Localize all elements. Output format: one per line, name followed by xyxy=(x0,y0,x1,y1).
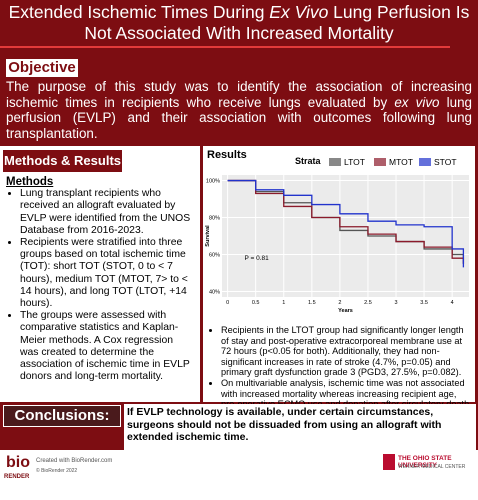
title-part: Lung Perfusion Is Not Associated With In… xyxy=(84,2,470,43)
x-tick-label: 2.5 xyxy=(364,300,372,306)
bullet: Recipients in the LTOT group had signifi… xyxy=(221,325,473,378)
x-tick-label: 3.5 xyxy=(420,300,428,306)
footer-text: Created with BioRender.com xyxy=(36,458,113,464)
footer-text: WEXNER MEDICAL CENTER xyxy=(398,464,466,470)
survival-curve xyxy=(227,179,465,268)
km-chart: 40% 60% 80% 100% 0 0.5 1 1.5 2 2.5 3 3.5 4 Years Survi… xyxy=(205,156,469,314)
logo: bio xyxy=(6,454,30,471)
y-axis-label: Survival xyxy=(205,225,211,247)
x-axis-label: Years xyxy=(338,308,353,314)
results-heading: Results xyxy=(207,149,247,161)
y-tick-label: 100% xyxy=(206,179,220,185)
legend-label: STOT xyxy=(434,157,457,167)
legend-swatch xyxy=(374,158,386,166)
legend-label: MTOT xyxy=(389,157,413,167)
title-part: Extended Ischemic Times During xyxy=(8,2,270,22)
title: Extended Ischemic Times During Ex Vivo L… xyxy=(4,2,474,44)
section-heading: Methods & Results xyxy=(3,150,122,172)
x-tick-label: 1 xyxy=(282,300,285,306)
x-tick-label: 4 xyxy=(451,300,454,306)
osu-logo xyxy=(383,454,395,470)
logo: RENDER xyxy=(4,474,30,480)
legend-swatch xyxy=(329,158,341,166)
bullet: Recipients were stratified into three gr… xyxy=(20,237,194,310)
bullet: Lung transplant recipients who received … xyxy=(20,188,194,237)
objective-text: The purpose of this study was to identif… xyxy=(6,79,472,141)
legend-label: LTOT xyxy=(344,157,365,167)
x-tick-label: 0.5 xyxy=(252,300,260,306)
footer-text: © BioRender 2022 xyxy=(36,468,78,474)
y-tick-label: 60% xyxy=(209,252,220,258)
footer-text: THE OHIO STATE UNIVERSITY xyxy=(398,455,452,469)
methods: Methods Lung transplant recipients who r… xyxy=(6,176,194,383)
bullet: The groups were assessed with comparativ… xyxy=(20,310,194,383)
text-part: The purpose of this study was to identif… xyxy=(6,79,472,110)
text-part: lung perfusion (EVLP) and their associat… xyxy=(6,94,472,141)
x-tick-label: 2 xyxy=(338,300,341,306)
annotation: P = 0.81 xyxy=(244,255,269,262)
y-tick-label: 80% xyxy=(209,216,220,222)
methods-panel xyxy=(0,146,200,402)
methods-list: Lung transplant recipients who received … xyxy=(6,188,194,383)
footer: bio RENDER Created with BioRender.com © … xyxy=(0,450,478,500)
conclusions-text: If EVLP technology is available, under c… xyxy=(124,404,476,450)
x-tick-label: 1.5 xyxy=(308,300,316,306)
y-tick-label: 40% xyxy=(209,289,220,295)
methods-heading: Methods xyxy=(6,176,54,188)
legend-title: Strata xyxy=(295,156,322,166)
x-tick-label: 3 xyxy=(394,300,397,306)
objective-heading: Objective xyxy=(6,59,78,77)
title-part: Ex Vivo xyxy=(269,2,329,22)
legend-swatch xyxy=(419,158,431,166)
conclusions-heading: Conclusions: xyxy=(3,405,121,427)
text-part: ex vivo xyxy=(394,94,440,110)
divider xyxy=(0,46,450,48)
plot-bg xyxy=(222,175,469,297)
x-tick-label: 0 xyxy=(226,300,229,306)
